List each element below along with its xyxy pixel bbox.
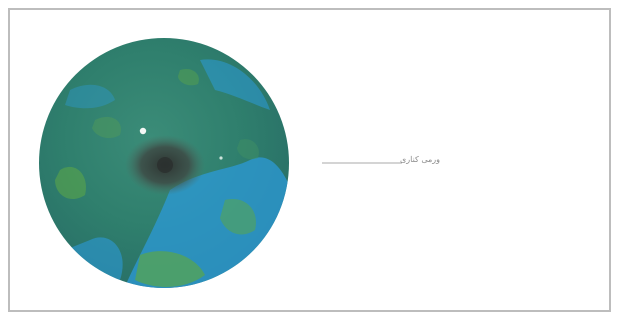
land-region: [135, 251, 205, 287]
diagram-label: ورمی کناری: [400, 155, 441, 164]
sphere: [39, 38, 289, 288]
sphere-surface: [40, 59, 289, 288]
water-region: [40, 237, 123, 288]
land-region: [92, 116, 121, 139]
highlight-dot: [219, 156, 223, 160]
land-region: [55, 166, 86, 200]
land-region: [237, 139, 259, 160]
center-dot: [157, 157, 173, 173]
land-region: [178, 68, 199, 86]
highlight-dot: [139, 127, 147, 135]
land-region: [220, 199, 256, 235]
water-region: [65, 84, 115, 109]
water-region: [200, 59, 270, 110]
